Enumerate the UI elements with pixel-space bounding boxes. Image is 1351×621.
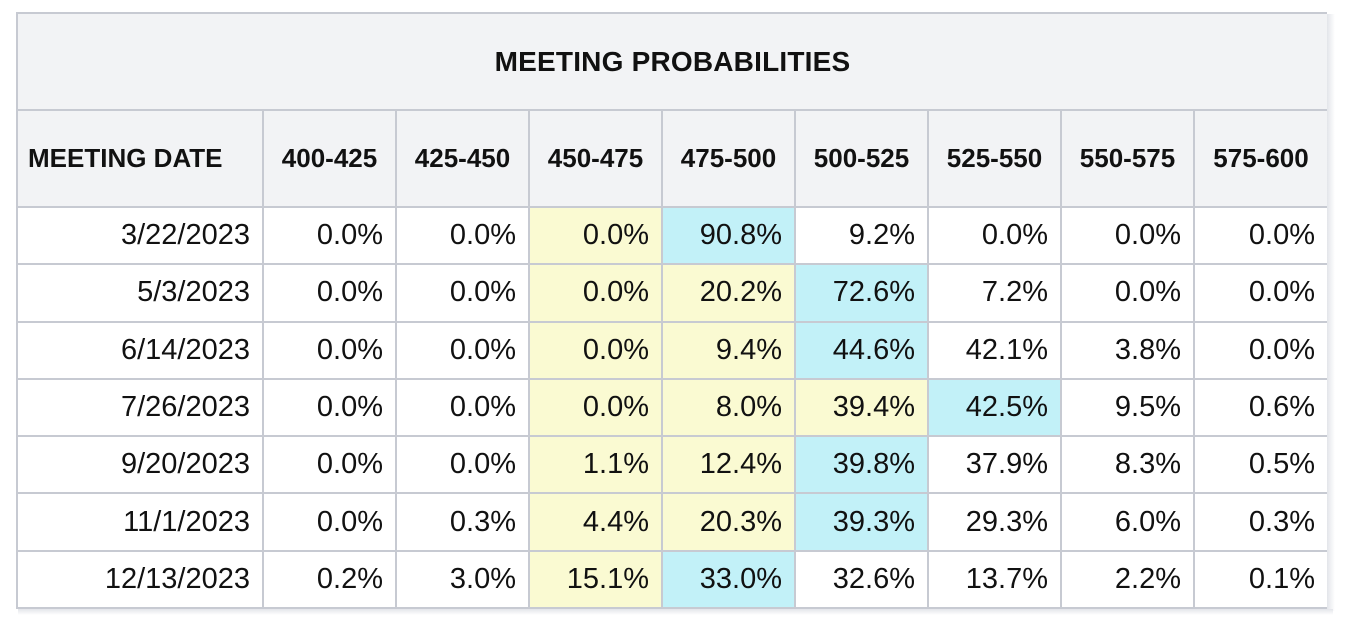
probability-cell: 0.0% [264,208,395,264]
probability-cell: 7.2% [929,265,1060,321]
table-row: 11/1/2023 0.0% 0.3% 4.4% 20.3% 39.3% 29.3% 6.0%… [18,494,1328,550]
probability-cell: 37.9% [929,437,1060,493]
meeting-date-cell: 7/26/2023 [18,379,262,436]
probability-cell: 0.1% [1195,551,1328,607]
probability-cell: 1.1% [530,437,661,493]
meeting-probabilities-panel: MEETING PROBABILITIES MEETING DATE 400-42… [16,12,1329,609]
probability-cell: 32.6% [796,551,927,607]
meeting-date-cell: 3/22/2023 [18,208,262,264]
probability-cell: 0.0% [1062,265,1193,321]
probability-cell: 3.0% [397,551,528,607]
header-row: MEETING DATE 400-425 425-450 450-475 475-500… [18,111,1328,206]
probability-cell: 0.0% [530,265,661,321]
probability-cell: 8.0% [663,379,794,436]
probability-cell: 9.2% [796,208,927,264]
probability-cell: 0.0% [397,322,528,378]
probability-cell: 44.6% [796,322,927,378]
probability-cell: 39.3% [796,494,927,550]
table-shadow-bottom [18,609,1333,615]
column-header-575-600: 575-600 [1195,111,1328,206]
table-row: 3/22/2023 0.0% 0.0% 0.0% 90.8% 9.2% 0.0% 0.0% 0.… [18,208,1328,264]
probability-cell: 0.3% [1195,494,1328,550]
probability-cell: 3.8% [1062,322,1193,378]
probability-cell: 72.6% [796,265,927,321]
probability-cell: 13.7% [929,551,1060,607]
probability-cell: 15.1% [530,551,661,607]
probability-cell: 6.0% [1062,494,1193,550]
probability-cell: 12.4% [663,437,794,493]
probability-cell: 0.0% [264,379,395,436]
table-body: 3/22/2023 0.0% 0.0% 0.0% 90.8% 9.2% 0.0% 0.0% 0.… [18,208,1328,607]
probability-cell: 42.5% [929,379,1060,436]
column-header-450-475: 450-475 [530,111,661,206]
table-shadow-right [1327,14,1335,611]
table-row: 6/14/2023 0.0% 0.0% 0.0% 9.4% 44.6% 42.1% 3.8% 0… [18,322,1328,378]
column-header-500-525: 500-525 [796,111,927,206]
column-header-550-575: 550-575 [1062,111,1193,206]
meeting-date-cell: 11/1/2023 [18,494,262,550]
meeting-date-cell: 9/20/2023 [18,437,262,493]
probability-cell: 0.0% [530,322,661,378]
meeting-probabilities-table: MEETING PROBABILITIES MEETING DATE 400-42… [16,12,1329,609]
probability-cell: 0.0% [397,379,528,436]
probability-cell: 0.0% [264,322,395,378]
probability-cell: 0.0% [530,379,661,436]
column-header-meeting-date: MEETING DATE [18,111,262,206]
probability-cell: 0.0% [1195,265,1328,321]
probability-cell: 0.0% [397,437,528,493]
probability-cell: 0.0% [530,208,661,264]
probability-cell: 39.4% [796,379,927,436]
column-header-525-550: 525-550 [929,111,1060,206]
title-row: MEETING PROBABILITIES [18,14,1328,109]
probability-cell: 20.3% [663,494,794,550]
probability-cell: 29.3% [929,494,1060,550]
meeting-date-cell: 12/13/2023 [18,551,262,607]
probability-cell: 0.5% [1195,437,1328,493]
probability-cell: 0.6% [1195,379,1328,436]
probability-cell: 33.0% [663,551,794,607]
probability-cell: 9.5% [1062,379,1193,436]
probability-cell: 0.0% [264,265,395,321]
probability-cell: 0.3% [397,494,528,550]
probability-cell: 0.0% [264,494,395,550]
meeting-date-cell: 5/3/2023 [18,265,262,321]
probability-cell: 39.8% [796,437,927,493]
probability-cell: 0.0% [929,208,1060,264]
column-header-400-425: 400-425 [264,111,395,206]
table-row: 9/20/2023 0.0% 0.0% 1.1% 12.4% 39.8% 37.9% 8.3%… [18,437,1328,493]
probability-cell: 8.3% [1062,437,1193,493]
table-title: MEETING PROBABILITIES [18,14,1328,109]
probability-cell: 90.8% [663,208,794,264]
probability-cell: 20.2% [663,265,794,321]
column-header-425-450: 425-450 [397,111,528,206]
table-row: 12/13/2023 0.2% 3.0% 15.1% 33.0% 32.6% 13.7% 2.… [18,551,1328,607]
probability-cell: 0.2% [264,551,395,607]
meeting-date-cell: 6/14/2023 [18,322,262,378]
table-row: 5/3/2023 0.0% 0.0% 0.0% 20.2% 72.6% 7.2% 0.0% 0.… [18,265,1328,321]
probability-cell: 2.2% [1062,551,1193,607]
probability-cell: 0.0% [397,265,528,321]
probability-cell: 0.0% [264,437,395,493]
column-header-475-500: 475-500 [663,111,794,206]
probability-cell: 0.0% [1195,208,1328,264]
probability-cell: 0.0% [1062,208,1193,264]
probability-cell: 0.0% [1195,322,1328,378]
probability-cell: 9.4% [663,322,794,378]
table-row: 7/26/2023 0.0% 0.0% 0.0% 8.0% 39.4% 42.5% 9.5% 0… [18,379,1328,436]
probability-cell: 42.1% [929,322,1060,378]
probability-cell: 0.0% [397,208,528,264]
probability-cell: 4.4% [530,494,661,550]
